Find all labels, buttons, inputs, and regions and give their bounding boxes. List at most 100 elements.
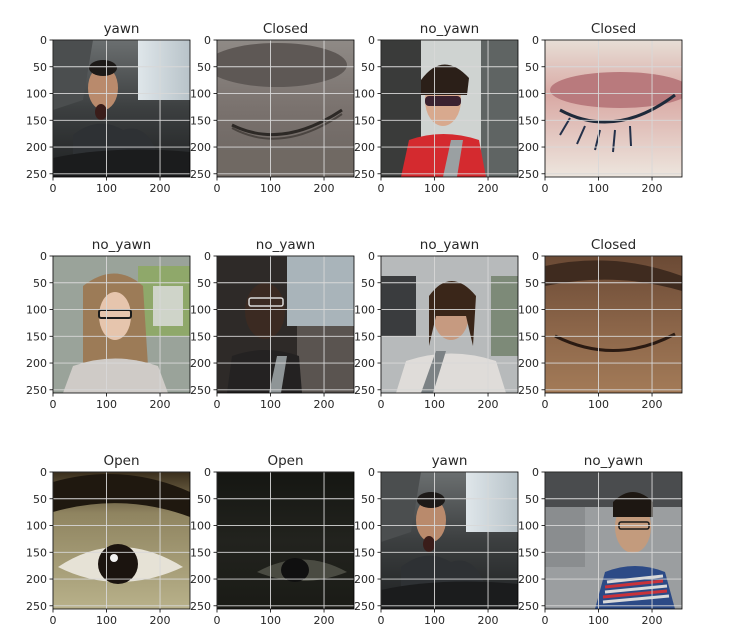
y-tick-label: 100 — [354, 520, 375, 533]
y-tick-label: 100 — [26, 520, 47, 533]
panel-image — [381, 256, 518, 393]
y-tick-label: 150 — [190, 546, 211, 559]
y-tick-label: 50 — [361, 493, 375, 506]
x-tick-label: 0 — [214, 614, 221, 627]
y-tick-label: 50 — [197, 61, 211, 74]
x-tick-label: 0 — [378, 182, 385, 195]
x-tick-label: 200 — [314, 182, 335, 195]
y-tick-label: 200 — [190, 573, 211, 586]
x-tick-label: 200 — [478, 182, 499, 195]
panel-title: Open — [103, 453, 139, 469]
y-tick-label: 50 — [361, 61, 375, 74]
panel-frame — [544, 471, 683, 610]
panel-frame — [380, 471, 519, 610]
x-tick-label: 100 — [424, 182, 445, 195]
y-tick-label: 0 — [532, 250, 539, 263]
panel-title: no_yawn — [256, 237, 315, 253]
y-tick-label: 150 — [26, 330, 47, 343]
y-tick-label: 100 — [354, 88, 375, 101]
x-tick-label: 0 — [378, 398, 385, 411]
panel-frame — [544, 255, 683, 394]
panel-image — [53, 40, 190, 177]
y-tick-label: 50 — [33, 61, 47, 74]
x-tick-label: 100 — [588, 398, 609, 411]
y-tick-label: 200 — [26, 141, 47, 154]
panel-frame — [216, 39, 355, 178]
y-tick-label: 100 — [190, 520, 211, 533]
y-tick-label: 50 — [525, 61, 539, 74]
panel-title: no_yawn — [584, 453, 643, 469]
panel-image — [545, 472, 682, 609]
panel-image — [217, 256, 354, 393]
image-panel: Open 0 100 200 0 50 100 150 200 250 — [26, 453, 191, 627]
x-tick-label: 200 — [478, 614, 499, 627]
x-tick-label: 0 — [542, 182, 549, 195]
panel-image — [545, 256, 682, 393]
x-tick-label: 200 — [314, 398, 335, 411]
x-tick-label: 200 — [150, 614, 171, 627]
image-panel: Closed 0 100 200 0 50 100 150 200 250 — [518, 21, 683, 195]
y-tick-label: 100 — [518, 304, 539, 317]
y-tick-label: 50 — [361, 277, 375, 290]
x-tick-label: 0 — [542, 398, 549, 411]
y-tick-label: 200 — [26, 357, 47, 370]
y-tick-label: 150 — [518, 546, 539, 559]
y-tick-label: 200 — [26, 573, 47, 586]
panel-frame — [52, 39, 191, 178]
panel-title: yawn — [104, 21, 140, 37]
y-tick-label: 0 — [40, 250, 47, 263]
x-tick-label: 0 — [50, 614, 57, 627]
x-tick-label: 200 — [314, 614, 335, 627]
panel-frame — [380, 255, 519, 394]
y-tick-label: 200 — [518, 573, 539, 586]
y-tick-label: 200 — [518, 141, 539, 154]
x-tick-label: 100 — [96, 182, 117, 195]
y-tick-label: 200 — [518, 357, 539, 370]
panel-image — [217, 472, 354, 609]
image-panel: no_yawn 0 100 200 0 50 100 150 200 250 — [518, 453, 683, 627]
image-panel: Open 0 100 200 0 50 100 150 200 250 — [190, 453, 355, 627]
image-panel: Closed 0 100 200 0 50 100 150 200 250 — [190, 21, 355, 195]
y-tick-label: 0 — [532, 34, 539, 47]
x-tick-label: 0 — [542, 614, 549, 627]
y-tick-label: 50 — [525, 493, 539, 506]
panel-frame — [52, 471, 191, 610]
image-panel: no_yawn 0 100 200 0 50 100 150 200 250 — [190, 237, 355, 411]
y-tick-label: 0 — [204, 34, 211, 47]
y-tick-label: 100 — [190, 304, 211, 317]
y-tick-label: 0 — [204, 466, 211, 479]
y-tick-label: 150 — [190, 114, 211, 127]
y-tick-label: 100 — [518, 520, 539, 533]
y-tick-label: 200 — [190, 357, 211, 370]
panel-title: Open — [267, 453, 303, 469]
panel-image — [381, 472, 518, 609]
y-tick-label: 100 — [26, 304, 47, 317]
x-tick-label: 100 — [96, 398, 117, 411]
y-tick-label: 200 — [354, 573, 375, 586]
panel-title: yawn — [432, 453, 468, 469]
y-tick-label: 50 — [33, 277, 47, 290]
x-tick-label: 100 — [260, 398, 281, 411]
y-tick-label: 150 — [26, 546, 47, 559]
x-tick-label: 100 — [96, 614, 117, 627]
panel-image — [381, 40, 518, 177]
y-tick-label: 150 — [190, 330, 211, 343]
panel-title: no_yawn — [92, 237, 151, 253]
y-tick-label: 150 — [354, 114, 375, 127]
y-tick-label: 150 — [518, 330, 539, 343]
y-tick-label: 100 — [518, 88, 539, 101]
x-tick-label: 200 — [150, 398, 171, 411]
y-tick-label: 150 — [354, 546, 375, 559]
y-tick-label: 150 — [26, 114, 47, 127]
y-tick-label: 0 — [368, 250, 375, 263]
y-tick-label: 0 — [40, 466, 47, 479]
panel-frame — [544, 39, 683, 178]
image-panel: Closed 0 100 200 0 50 100 150 200 250 — [518, 237, 683, 411]
y-tick-label: 0 — [532, 466, 539, 479]
y-tick-label: 250 — [518, 600, 539, 613]
y-tick-label: 250 — [190, 168, 211, 181]
panel-frame — [216, 255, 355, 394]
x-tick-label: 200 — [150, 182, 171, 195]
x-tick-label: 0 — [378, 614, 385, 627]
